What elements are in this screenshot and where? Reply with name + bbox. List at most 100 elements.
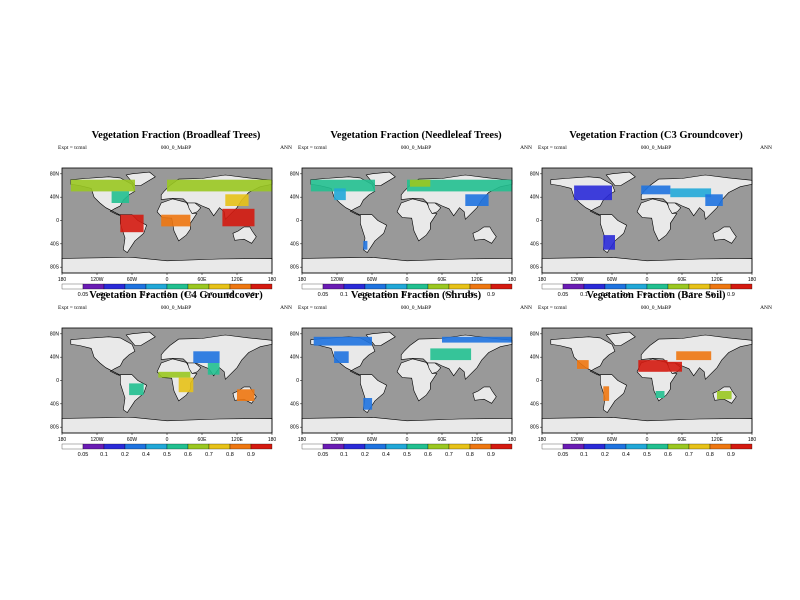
colorbar-label: 0.9	[487, 292, 495, 298]
colorbar-swatch	[103, 283, 126, 290]
colorbar-label: 0.8	[226, 452, 234, 458]
land-australia	[232, 226, 257, 244]
colorbar-label: 0.2	[121, 292, 129, 298]
data-region	[430, 348, 472, 361]
data-region	[334, 188, 346, 201]
x-tick-label: 0	[166, 277, 169, 283]
x-tick-label: 120W	[330, 437, 343, 443]
data-region	[655, 391, 665, 398]
colorbar-swatch	[385, 283, 408, 290]
colorbar-swatch	[688, 443, 711, 450]
colorbar-label: 0.7	[205, 452, 213, 458]
colorbar-swatch	[583, 443, 606, 450]
season-label: ANN	[760, 145, 772, 151]
colorbar-label: 0.4	[382, 292, 390, 298]
x-tick-label: 180	[538, 277, 547, 283]
x-tick-label: 180	[58, 437, 67, 443]
y-tick-label: 40N	[50, 355, 60, 361]
x-tick-label: 180	[508, 437, 517, 443]
colorbar-swatch	[469, 443, 492, 450]
run-label: 000_0_MaBP	[640, 305, 672, 311]
colorbar-swatch	[250, 443, 273, 450]
data-region	[407, 179, 512, 192]
data-region	[363, 240, 368, 250]
y-tick-label: 80S	[50, 425, 60, 431]
map-panel: Vegetation Fraction (Broadleaf Trees) Ex…	[50, 130, 296, 298]
y-tick-label: 80S	[290, 425, 300, 431]
colorbar-label: 0.6	[184, 292, 192, 298]
x-tick-label: 0	[406, 437, 409, 443]
colorbar-swatch	[688, 283, 711, 290]
x-tick-label: 60W	[367, 277, 378, 283]
x-tick-label: 0	[646, 437, 649, 443]
x-tick-label: 60E	[678, 437, 688, 443]
season-label: ANN	[520, 305, 532, 311]
x-tick-label: 120E	[471, 277, 483, 283]
colorbar-swatch	[709, 443, 732, 450]
data-region	[603, 235, 615, 250]
panel-title: Vegetation Fraction (Broadleaf Trees)	[91, 130, 261, 141]
map-plot: 180 120W 60W 0 60E 120E 180 80N 40N 0 40S 80S 0.05 0.…	[290, 167, 516, 298]
colorbar-swatch	[448, 443, 471, 450]
colorbar-swatch	[562, 283, 585, 290]
y-tick-label: 40S	[50, 241, 60, 247]
colorbar-label: 0.4	[622, 292, 630, 298]
colorbar-label: 0.1	[580, 292, 588, 298]
data-region	[363, 398, 373, 410]
y-tick-label: 0	[296, 218, 299, 224]
data-region	[574, 185, 612, 201]
panel-title: Vegetation Fraction (C3 Groundcover)	[569, 130, 743, 141]
data-region	[641, 185, 671, 195]
map-panel: Vegetation Fraction (C4 Groundcover) Exp…	[50, 290, 296, 458]
colorbar-label: 0.7	[685, 292, 693, 298]
colorbar-label: 0.05	[318, 292, 329, 298]
colorbar-label: 0.1	[340, 292, 348, 298]
colorbar-swatch	[730, 443, 753, 450]
y-tick-label: 80N	[50, 331, 60, 337]
colorbar-swatch	[343, 443, 366, 450]
colorbar-swatch	[343, 283, 366, 290]
colorbar-label: 0.1	[340, 452, 348, 458]
y-tick-label: 80S	[290, 265, 300, 271]
colorbar-swatch	[562, 443, 585, 450]
colorbar-swatch	[124, 443, 147, 450]
colorbar-swatch	[145, 283, 168, 290]
y-tick-label: 40S	[50, 401, 60, 407]
y-tick-label: 80N	[530, 331, 540, 337]
map-plot: 180 120W 60W 0 60E 120E 180 80N 40N 0 40S 80S 0.05 0.…	[530, 327, 757, 458]
data-region	[161, 214, 191, 227]
colorbar-swatch	[427, 283, 450, 290]
x-tick-label: 60E	[198, 277, 208, 283]
colorbar-swatch	[61, 283, 84, 290]
colorbar-swatch	[250, 283, 273, 290]
land-africa	[396, 358, 438, 402]
x-tick-label: 180	[748, 437, 757, 443]
data-region	[237, 389, 255, 401]
panel-title: Vegetation Fraction (C4 Groundcover)	[89, 290, 263, 301]
colorbar-swatch	[229, 283, 252, 290]
y-tick-label: 40N	[290, 355, 300, 361]
y-tick-label: 80N	[50, 171, 60, 177]
data-region	[409, 179, 431, 187]
y-tick-label: 0	[536, 378, 539, 384]
colorbar-label: 0.1	[100, 452, 108, 458]
colorbar-swatch	[490, 283, 513, 290]
colorbar-label: 0.4	[622, 452, 630, 458]
colorbar-swatch	[730, 283, 753, 290]
colorbar-swatch	[61, 443, 84, 450]
experiment-label: Expt = tcmnl	[298, 305, 327, 311]
x-tick-label: 60E	[198, 437, 208, 443]
colorbar-label: 0.4	[142, 452, 150, 458]
land-greenland	[125, 331, 156, 346]
y-tick-label: 40S	[530, 401, 540, 407]
colorbar-swatch	[208, 443, 231, 450]
y-tick-label: 40N	[530, 195, 540, 201]
colorbar-swatch	[166, 443, 189, 450]
experiment-label: Expt = tcmnl	[538, 145, 567, 151]
colorbar-label: 0.1	[100, 292, 108, 298]
colorbar-label: 0.9	[727, 292, 735, 298]
colorbar-swatch	[604, 443, 627, 450]
x-tick-label: 120E	[231, 437, 243, 443]
run-label: 000_0_MaBP	[400, 145, 432, 151]
colorbar-label: 0.8	[706, 292, 714, 298]
